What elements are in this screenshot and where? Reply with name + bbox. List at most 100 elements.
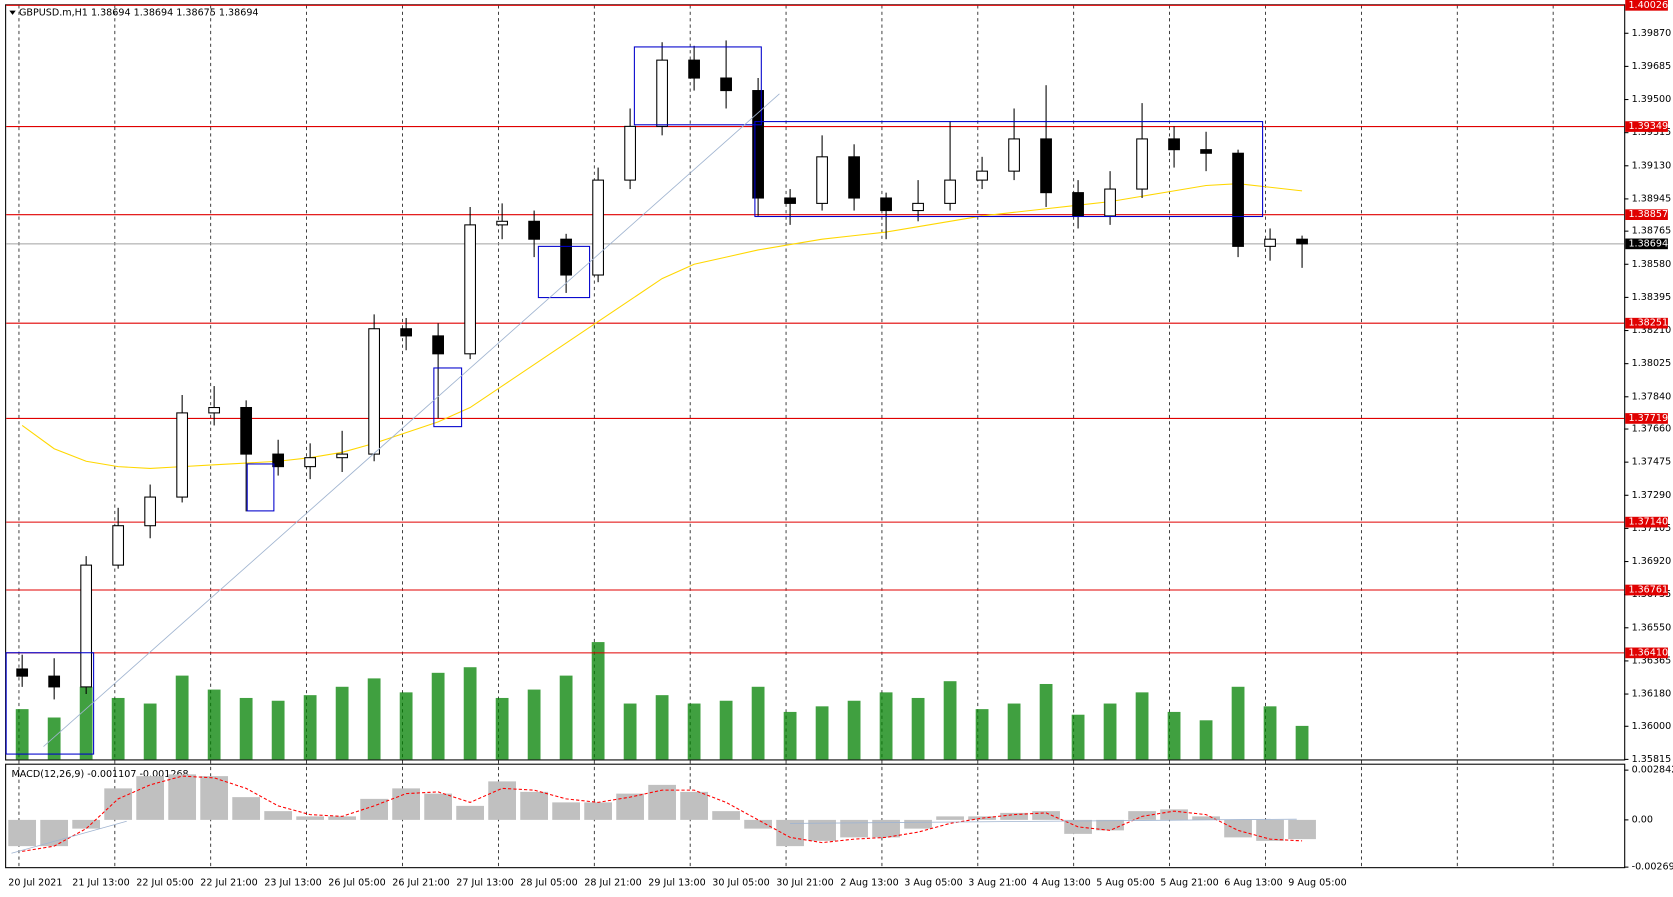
x-tick-label: 28 Jul 05:00: [520, 878, 577, 889]
candle-body: [528, 220, 540, 240]
macd-bar: [1128, 811, 1156, 820]
y-tick-label: 1.36550: [1632, 622, 1672, 633]
macd-bar: [200, 776, 229, 820]
level-label: 1.37140: [1628, 517, 1668, 528]
macd-bar: [168, 774, 197, 820]
volume-bar: [1007, 703, 1021, 760]
macd-bar: [808, 819, 836, 841]
candle-body: [368, 328, 381, 455]
y-tick-label: 1.39685: [1632, 61, 1672, 72]
box: [754, 121, 1264, 218]
trend-line: [790, 818, 1297, 824]
macd-bar: [648, 784, 676, 820]
macd-bar: [488, 781, 516, 820]
volume-bar: [463, 667, 477, 760]
candle-body: [560, 238, 572, 276]
macd-bar: [744, 819, 772, 829]
level-label: 1.40026: [1628, 0, 1668, 11]
macd-bar: [456, 805, 484, 820]
volume-bar: [47, 717, 61, 760]
candle-body: [1136, 138, 1148, 190]
volume-bar: [431, 672, 445, 760]
volume-bar: [143, 703, 157, 760]
macd-bar: [1160, 809, 1188, 820]
y-tick-label: 1.38580: [1632, 259, 1672, 270]
macd-bar: [712, 811, 740, 820]
x-tick-label: 6 Aug 13:00: [1224, 878, 1283, 889]
level-tag: [1625, 0, 1668, 11]
volume-bar: [271, 700, 285, 760]
candle-body: [336, 453, 349, 459]
macd-bar: [104, 788, 133, 820]
candle-body: [144, 496, 157, 527]
candle-body: [624, 125, 636, 181]
volume-bar: [687, 703, 701, 760]
candle-body: [48, 675, 61, 688]
y-tick-label: 1.38025: [1632, 358, 1672, 369]
volume-bar: [591, 642, 605, 760]
macd-bar: [872, 819, 900, 838]
level-label: 1.36410: [1628, 647, 1668, 658]
volume-bar: [975, 709, 989, 760]
macd-bar: [776, 819, 804, 847]
level-label: 1.37719: [1628, 413, 1668, 424]
macd-bar: [936, 816, 964, 820]
y-tick-label: 1.37660: [1632, 424, 1672, 435]
volume-bar: [1071, 714, 1085, 760]
candle-body: [112, 525, 125, 566]
y-tick-label: 1.37840: [1632, 391, 1672, 402]
current-price-label: 1.38694: [1628, 238, 1668, 249]
candle-body: [1072, 192, 1084, 217]
volume-bar: [1199, 720, 1213, 760]
candle-body: [1232, 152, 1244, 247]
x-tick-label: 26 Jul 21:00: [392, 878, 449, 889]
macd-bar: [1032, 811, 1060, 820]
candle-body: [400, 328, 412, 337]
candle-body: [80, 564, 93, 688]
candle-body: [880, 197, 892, 212]
y-tick-label: -0.002699: [1632, 862, 1673, 873]
y-tick-label: 1.36920: [1632, 556, 1672, 567]
macd-bar: [1192, 816, 1220, 820]
level-label: 1.39349: [1628, 121, 1668, 132]
signal-line: [22, 775, 1303, 852]
box: [633, 46, 762, 126]
trend-line: [11, 820, 127, 854]
macd-bar: [968, 816, 996, 820]
candle-body: [1104, 188, 1116, 217]
menu-arrow[interactable]: [9, 10, 16, 15]
y-tick-label: 1.39500: [1632, 94, 1672, 105]
candle-body: [432, 335, 444, 355]
candle-body: [752, 90, 764, 199]
y-tick-label: 1.36000: [1632, 721, 1672, 732]
volume-bar: [1135, 692, 1149, 760]
x-tick-label: 20 Jul 2021: [8, 878, 62, 889]
box: [246, 463, 275, 512]
level-label: 1.36761: [1628, 585, 1668, 596]
candle-body: [912, 202, 924, 212]
moving-average: [21, 183, 1303, 469]
macd-title: MACD(12,26,9) -0.001107 -0.001268: [11, 769, 188, 780]
volume-bar: [1167, 711, 1181, 760]
volume-bar: [655, 695, 669, 760]
y-tick-label: 1.38765: [1632, 226, 1672, 237]
candle-body: [944, 179, 956, 204]
macd-bar: [264, 811, 293, 820]
candle-body: [1008, 138, 1020, 172]
x-tick-label: 3 Aug 05:00: [904, 878, 963, 889]
candle-body: [16, 668, 29, 677]
box: [5, 652, 95, 755]
candle-body: [272, 453, 285, 468]
macd-bar: [904, 819, 932, 829]
x-tick-label: 27 Jul 13:00: [456, 878, 513, 889]
volume-bar: [239, 697, 253, 760]
macd-bar: [360, 798, 388, 820]
volume-bar: [399, 692, 413, 760]
x-tick-label: 30 Jul 21:00: [776, 878, 833, 889]
macd-bar: [1224, 819, 1252, 838]
x-tick-label: 23 Jul 13:00: [264, 878, 321, 889]
macd-bar: [424, 793, 452, 820]
y-tick-label: 1.39870: [1632, 28, 1672, 39]
level-tag: [1625, 209, 1668, 221]
candle-body: [176, 412, 189, 498]
